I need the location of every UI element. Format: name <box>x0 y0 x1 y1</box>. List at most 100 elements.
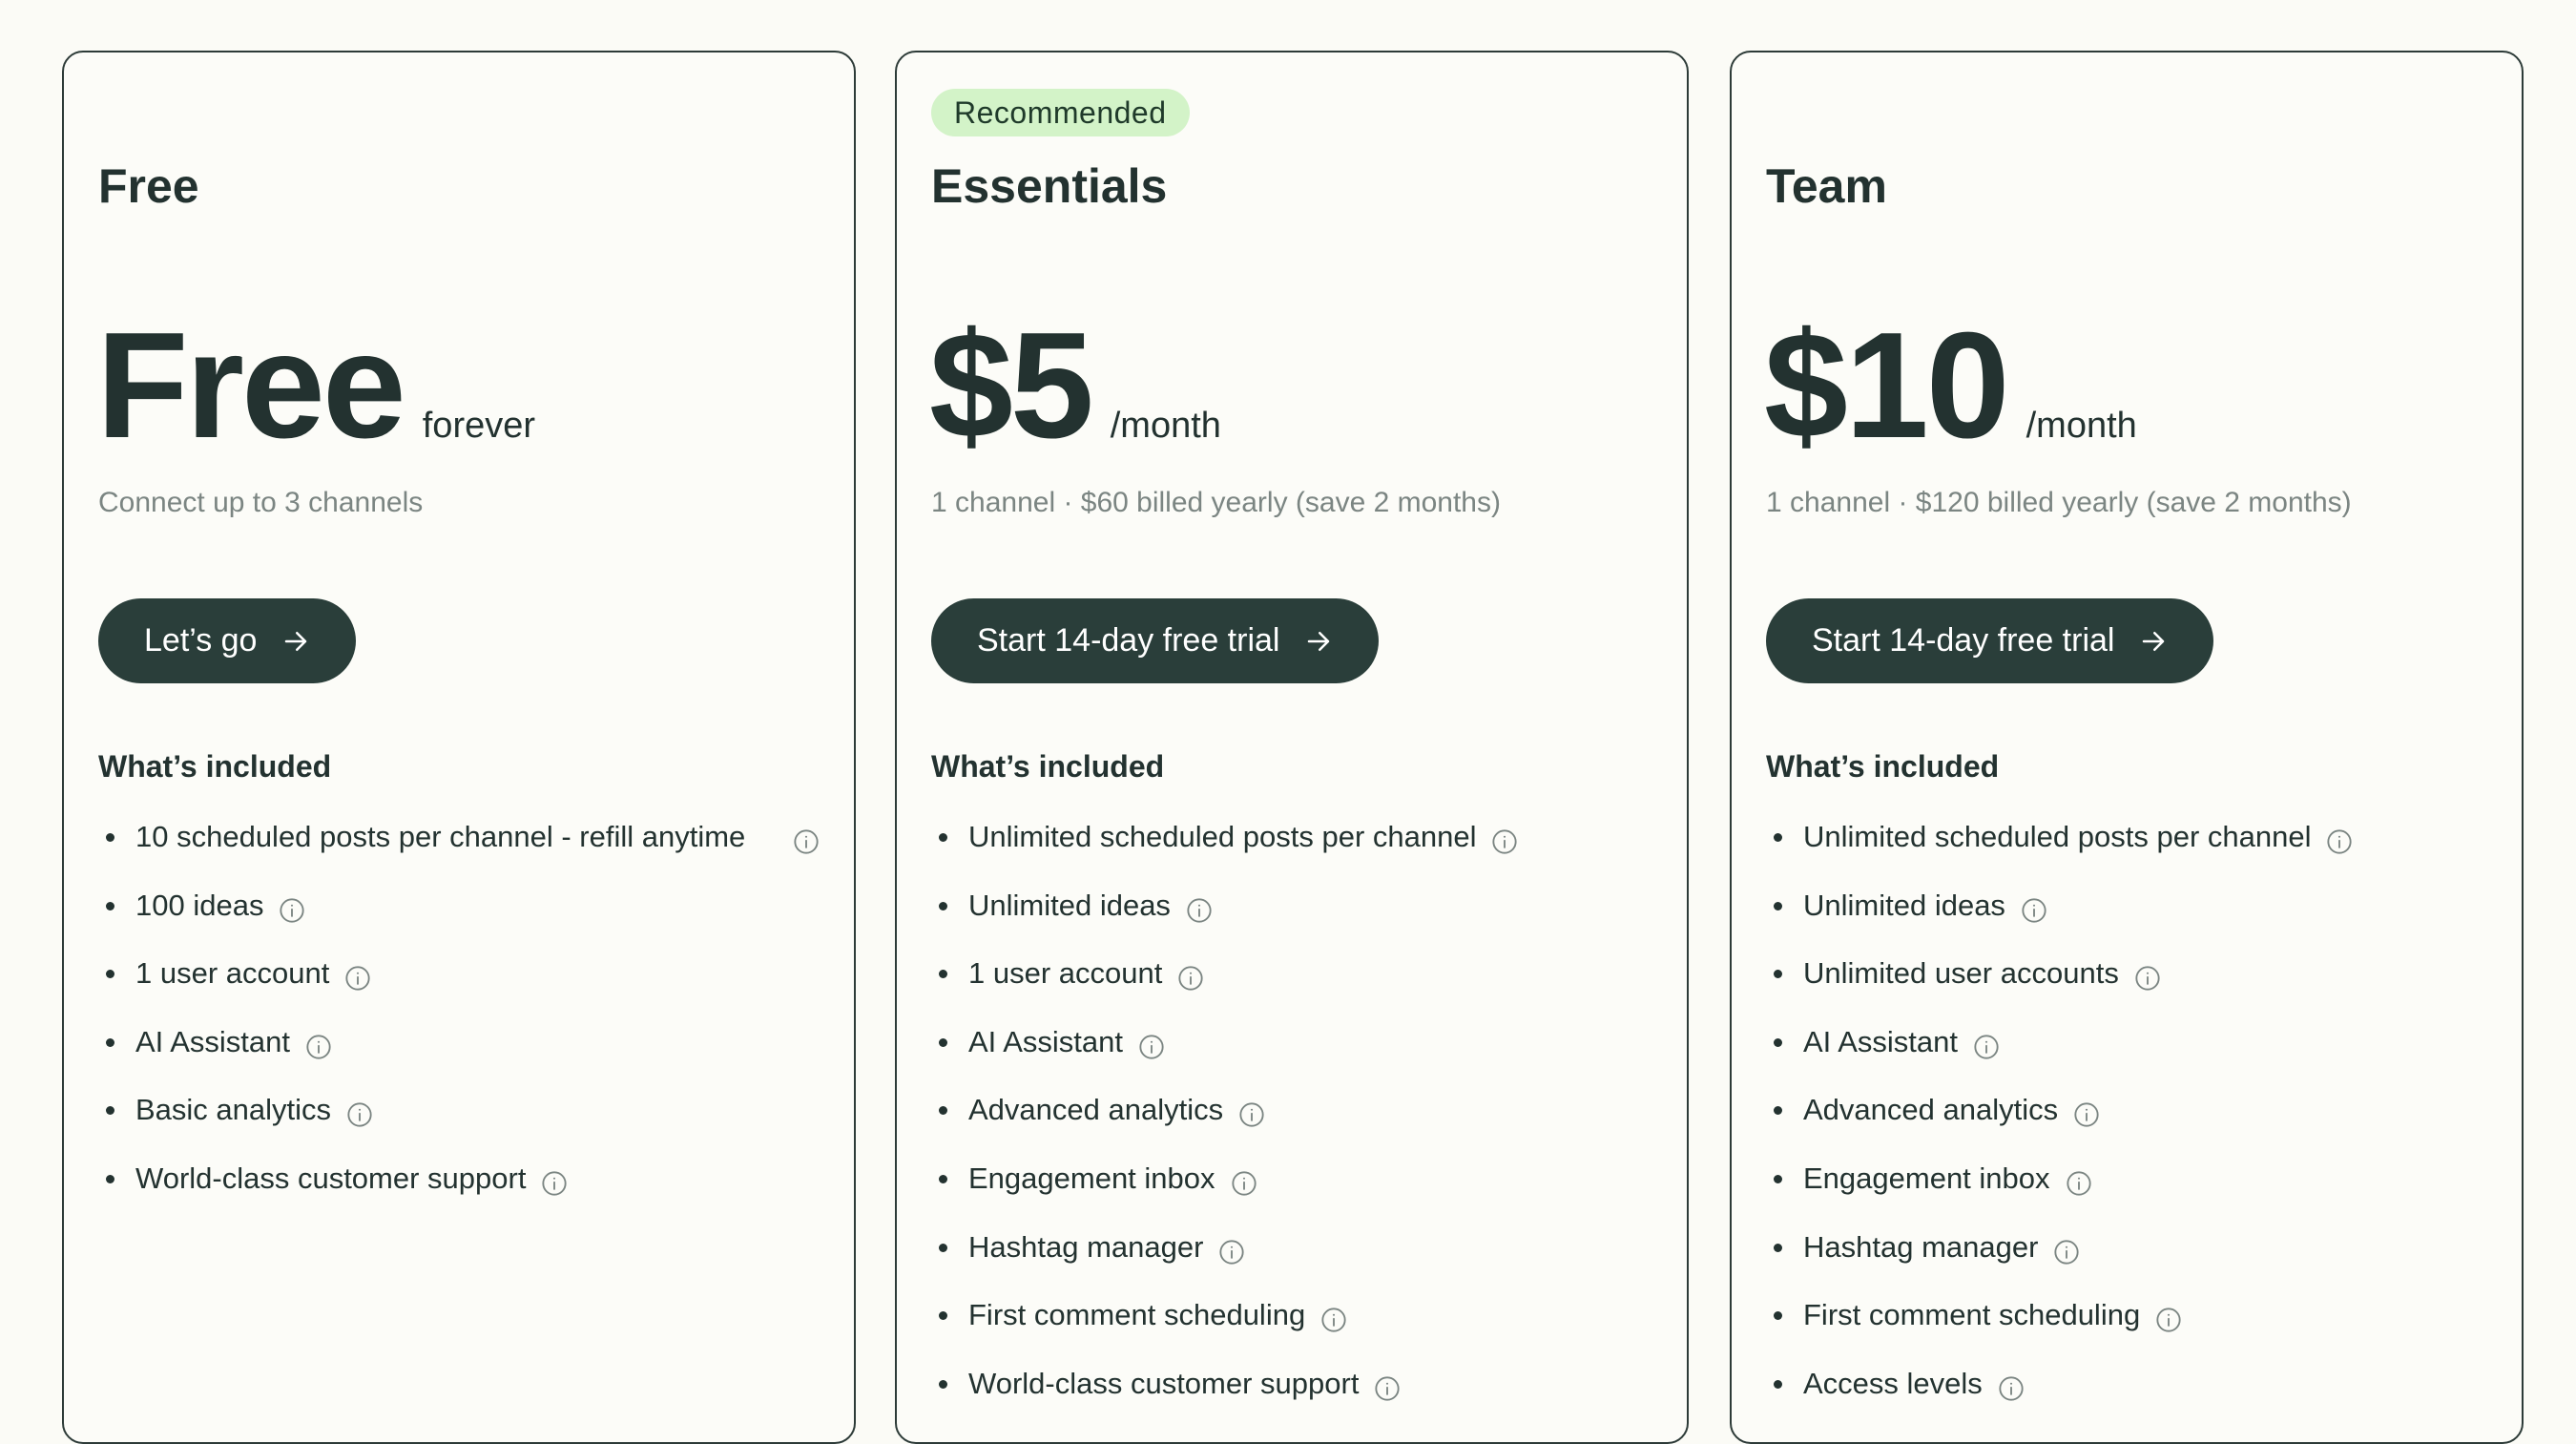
feature-text: Unlimited scheduled posts per channel <box>1803 820 2312 853</box>
bullet <box>1774 1174 1782 1183</box>
bullet <box>939 1379 947 1389</box>
bullet <box>1774 1243 1782 1252</box>
plan-card-essentials: Recommended Essentials $5 /month 1 channe… <box>895 51 1689 1444</box>
info-icon[interactable] <box>1973 1030 2000 1059</box>
feature-item: First comment scheduling <box>931 1294 1652 1336</box>
plan-name: Essentials <box>931 159 1168 213</box>
feature-list: 10 scheduled posts per channel - refill … <box>98 816 820 1226</box>
info-icon[interactable] <box>2066 1166 2092 1196</box>
cta-label: Start 14-day free trial <box>1812 622 2115 659</box>
info-icon[interactable] <box>1998 1371 2025 1401</box>
bullet <box>106 901 114 910</box>
price-subtitle: 1 channel · $120 billed yearly (save 2 m… <box>1766 487 2352 518</box>
feature-item: Engagement inbox <box>1766 1158 2487 1200</box>
price-row: Free forever <box>96 310 535 461</box>
info-icon[interactable] <box>2021 893 2047 923</box>
info-icon[interactable] <box>2134 961 2161 991</box>
arrow-right-icon <box>281 627 310 656</box>
feature-text: World-class customer support <box>968 1366 1360 1400</box>
bullet <box>939 1243 947 1252</box>
bullet <box>939 970 947 979</box>
info-icon[interactable] <box>2326 825 2353 854</box>
bullet <box>106 1037 114 1047</box>
feature-list: Unlimited scheduled posts per channel Unl… <box>931 816 1652 1431</box>
feature-item: AI Assistant <box>931 1021 1652 1063</box>
price-row: $10 /month <box>1764 310 2137 461</box>
bullet <box>106 833 114 842</box>
feature-list: Unlimited scheduled posts per channel Unl… <box>1766 816 2487 1431</box>
bullet <box>106 970 114 979</box>
price-row: $5 /month <box>929 310 1221 461</box>
price-period: /month <box>2025 406 2137 446</box>
feature-item: Unlimited user accounts <box>1766 952 2487 994</box>
info-icon[interactable] <box>1238 1098 1265 1127</box>
info-icon[interactable] <box>344 961 371 991</box>
info-icon[interactable] <box>305 1030 332 1059</box>
bullet <box>1774 1311 1782 1321</box>
feature-text: AI Assistant <box>968 1024 1123 1058</box>
info-icon[interactable] <box>1231 1166 1257 1196</box>
feature-item: Access levels <box>1766 1363 2487 1405</box>
feature-text: First comment scheduling <box>968 1298 1306 1332</box>
feature-text: Basic analytics <box>135 1093 332 1127</box>
info-icon[interactable] <box>793 825 820 854</box>
info-icon[interactable] <box>2053 1235 2080 1265</box>
price: $10 <box>1764 302 2010 470</box>
feature-item: 1 user account <box>931 952 1652 994</box>
feature-text: Access levels <box>1803 1366 1983 1400</box>
price-period: forever <box>422 406 536 446</box>
feature-item: Advanced analytics <box>931 1089 1652 1131</box>
feature-item: First comment scheduling <box>1766 1294 2487 1336</box>
plan-card-team: Team $10 /month 1 channel · $120 billed … <box>1730 51 2524 1444</box>
feature-text: Advanced analytics <box>1803 1093 2059 1127</box>
feature-text: AI Assistant <box>135 1024 290 1058</box>
info-icon[interactable] <box>541 1166 568 1196</box>
feature-text: AI Assistant <box>1803 1024 1958 1058</box>
recommended-badge: Recommended <box>931 89 1190 136</box>
price-subtitle: 1 channel · $60 billed yearly (save 2 mo… <box>931 487 1501 518</box>
feature-text: Unlimited ideas <box>968 888 1171 922</box>
info-icon[interactable] <box>1138 1030 1165 1059</box>
feature-text: Advanced analytics <box>968 1093 1224 1127</box>
price-period: /month <box>1110 406 1221 446</box>
feature-text: First comment scheduling <box>1803 1298 2141 1332</box>
info-icon[interactable] <box>1177 961 1204 991</box>
plan-name: Free <box>98 159 199 213</box>
info-icon[interactable] <box>1491 825 1518 854</box>
included-heading: What’s included <box>98 749 332 784</box>
cta-button[interactable]: Start 14-day free trial <box>1766 598 2214 683</box>
bullet <box>939 1037 947 1047</box>
bullet <box>1774 1037 1782 1047</box>
feature-text: 10 scheduled posts per channel - refill … <box>135 820 746 853</box>
feature-text: Hashtag manager <box>1803 1229 2039 1264</box>
bullet <box>939 1311 947 1321</box>
price: Free <box>96 302 406 470</box>
feature-text: Engagement inbox <box>1803 1161 2050 1195</box>
cta-button[interactable]: Start 14-day free trial <box>931 598 1380 683</box>
arrow-right-icon <box>1304 627 1333 656</box>
info-icon[interactable] <box>2155 1303 2182 1332</box>
feature-item: 1 user account <box>98 952 820 994</box>
feature-item: AI Assistant <box>1766 1021 2487 1063</box>
bullet <box>106 1106 114 1116</box>
plan-card-free: Free Free forever Connect up to 3 channe… <box>62 51 856 1444</box>
info-icon[interactable] <box>1218 1235 1245 1265</box>
feature-item: AI Assistant <box>98 1021 820 1063</box>
feature-text: 1 user account <box>968 956 1163 991</box>
info-icon[interactable] <box>1320 1303 1347 1332</box>
bullet <box>1774 1106 1782 1116</box>
feature-text: 1 user account <box>135 956 330 991</box>
feature-text: Unlimited scheduled posts per channel <box>968 820 1477 853</box>
feature-item: Hashtag manager <box>931 1226 1652 1268</box>
included-heading: What’s included <box>1766 749 2000 784</box>
info-icon[interactable] <box>346 1098 373 1127</box>
cta-label: Start 14-day free trial <box>977 622 1280 659</box>
plan-name: Team <box>1766 159 1887 213</box>
info-icon[interactable] <box>2073 1098 2100 1127</box>
info-icon[interactable] <box>1374 1371 1401 1401</box>
bullet <box>939 901 947 910</box>
info-icon[interactable] <box>1186 893 1213 923</box>
info-icon[interactable] <box>279 893 305 923</box>
bullet <box>1774 901 1782 910</box>
cta-button[interactable]: Let’s go <box>98 598 357 683</box>
